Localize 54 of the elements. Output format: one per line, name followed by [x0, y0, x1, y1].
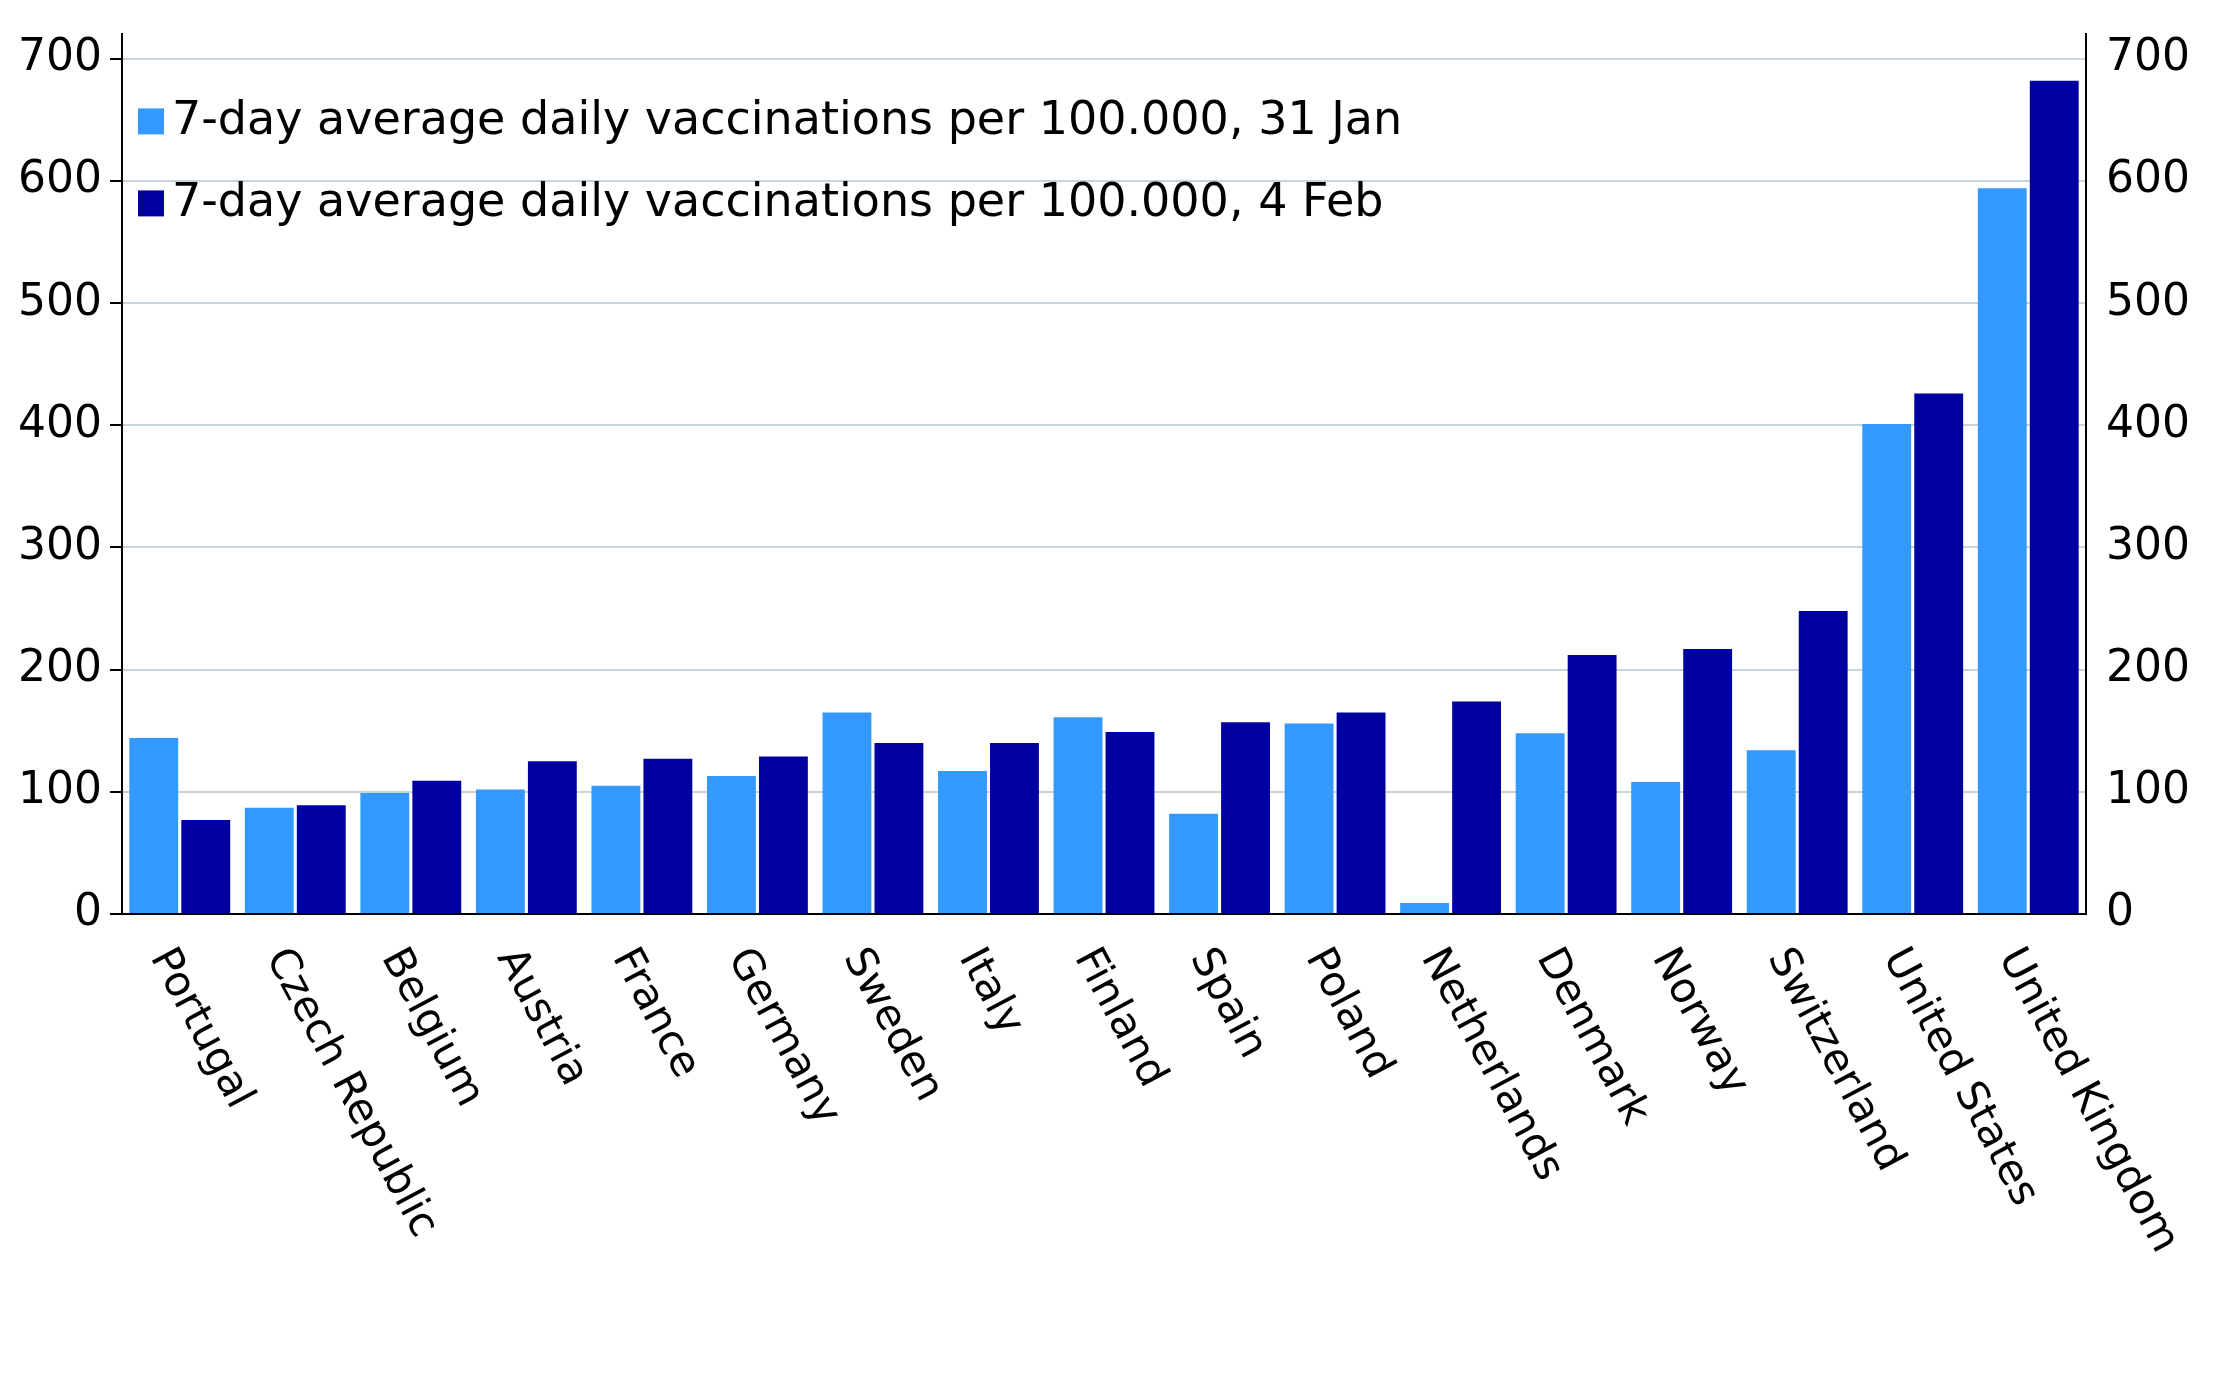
x-tick-label: Italy: [950, 938, 1037, 1043]
y-tick-label: 700: [18, 29, 102, 81]
y-tick-label: 500: [18, 273, 102, 325]
bar: [591, 785, 641, 913]
bar: [360, 793, 410, 913]
bar: [758, 756, 808, 913]
y2-tick-label: 100: [2106, 762, 2190, 814]
bar: [1221, 722, 1270, 913]
bar: [706, 775, 756, 913]
y2-tick-label: 400: [2106, 395, 2190, 447]
bar: [1452, 701, 1502, 913]
bar: [1169, 813, 1218, 913]
bar: [1105, 731, 1155, 913]
bar: [1977, 188, 2027, 913]
bar: [129, 738, 179, 913]
bar: [822, 712, 872, 913]
y-tick-label: 100: [18, 762, 102, 814]
bar: [1862, 424, 1912, 913]
bar: [1798, 611, 1848, 913]
bar: [1400, 903, 1450, 913]
y-tick-label: 200: [18, 640, 102, 692]
y-tick-label: 300: [18, 517, 102, 569]
bar: [1914, 393, 1964, 913]
bar: [1053, 717, 1103, 913]
bar: [412, 780, 462, 913]
bar: [990, 742, 1039, 913]
y2-tick-label: 600: [2106, 151, 2190, 203]
y2-tick-label: 700: [2106, 29, 2190, 81]
bar: [1284, 723, 1334, 913]
bar: [296, 805, 346, 913]
bar: [874, 742, 924, 913]
bar: [1746, 750, 1796, 913]
x-tick-label: Spain: [1181, 938, 1280, 1066]
bar: [1683, 648, 1733, 913]
bar: [181, 819, 231, 913]
bar: [643, 758, 693, 913]
bar: [1336, 712, 1386, 913]
y-tick-label: 400: [18, 395, 102, 447]
y-tick-label: 600: [18, 151, 102, 203]
bar: [527, 761, 577, 913]
bar: [2029, 80, 2079, 913]
y2-tick-label: 200: [2106, 640, 2190, 692]
bar: [475, 789, 525, 913]
bar: [1631, 782, 1681, 913]
legend-label: 7-day average daily vaccinations per 100.000, 4 Feb: [171, 173, 1384, 228]
bar: [1515, 733, 1565, 913]
y2-tick-label: 0: [2106, 884, 2135, 936]
y2-tick-label: 300: [2106, 517, 2190, 569]
y-tick-label: 0: [73, 884, 102, 936]
bar: [244, 807, 294, 913]
bar: [1567, 655, 1617, 913]
legend-label: 7-day average daily vaccinations per 100.000, 31 Jan: [171, 91, 1403, 146]
bar: [938, 771, 987, 913]
y2-tick-label: 500: [2106, 273, 2190, 325]
